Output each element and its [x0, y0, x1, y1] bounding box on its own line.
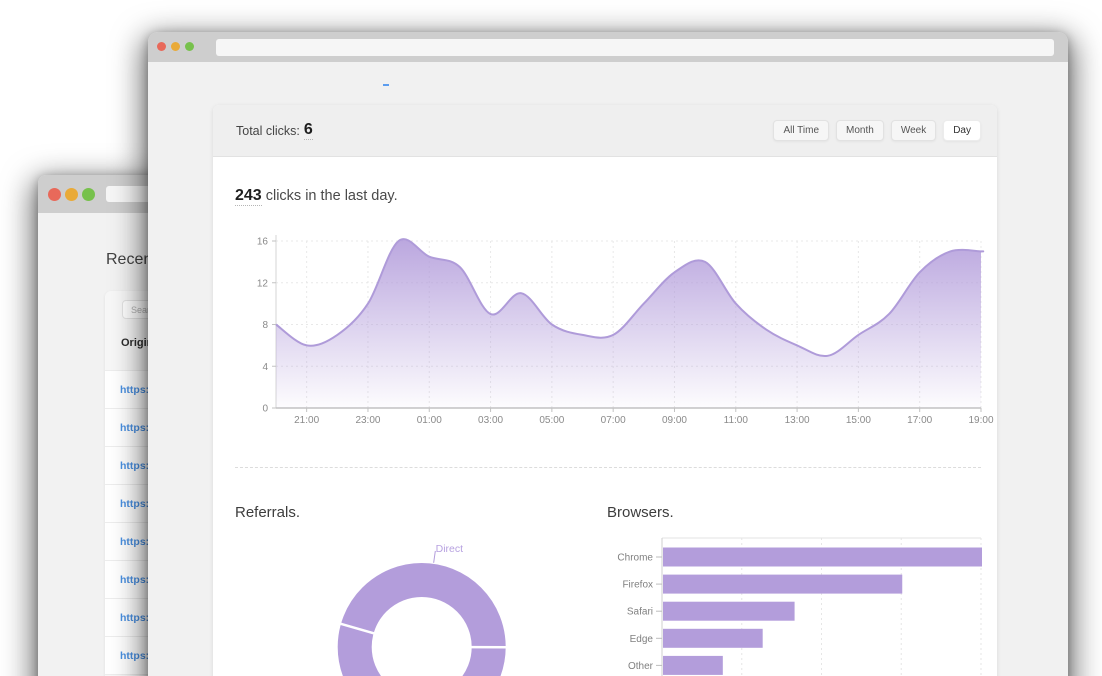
section-divider [235, 467, 981, 468]
svg-text:23:00: 23:00 [355, 415, 380, 426]
browsers-bar-chart: Chrome Firefox Safari Edge Other [617, 537, 982, 676]
svg-text:8: 8 [262, 320, 268, 331]
svg-text:15:00: 15:00 [846, 415, 871, 426]
svg-text:0: 0 [262, 404, 268, 415]
svg-text:11:00: 11:00 [724, 415, 749, 426]
stats-card: Total clicks: 6 All Time Month Week Day 243… [213, 105, 997, 676]
short-link[interactable]: https:// [120, 573, 155, 586]
referrals-donut-chart: Direct [337, 543, 508, 676]
referrals-section-title: Referrals. [235, 504, 301, 521]
short-link[interactable]: https:// [120, 649, 155, 662]
svg-text:09:00: 09:00 [662, 415, 687, 426]
address-bar[interactable] [216, 39, 1054, 56]
filter-button-month[interactable]: Month [836, 120, 884, 141]
foreground-browser-window: Total clicks: 6 All Time Month Week Day 243… [148, 32, 1068, 676]
svg-text:05:00: 05:00 [539, 415, 564, 426]
bar-label-chrome: Chrome [617, 553, 653, 564]
minimize-window-icon[interactable] [65, 188, 78, 201]
svg-text:03:00: 03:00 [478, 415, 503, 426]
svg-text:16: 16 [257, 237, 269, 248]
bar-other [663, 655, 723, 675]
short-link[interactable]: https:// [120, 535, 155, 548]
svg-text:17:00: 17:00 [907, 415, 932, 426]
bar-label-edge: Edge [630, 634, 654, 645]
foreground-titlebar [148, 32, 1068, 62]
short-link[interactable]: https:// [120, 383, 155, 396]
svg-text:4: 4 [262, 362, 268, 373]
bar-chrome [663, 547, 982, 567]
donut-label-direct: Direct [436, 543, 464, 555]
svg-text:01:00: 01:00 [417, 415, 442, 426]
svg-text:12: 12 [257, 278, 269, 289]
svg-text:07:00: 07:00 [601, 415, 626, 426]
bar-label-firefox: Firefox [622, 580, 653, 591]
short-link[interactable]: https:// [120, 421, 155, 434]
stats-card-header: Total clicks: 6 All Time Month Week Day [213, 105, 997, 157]
bar-safari [663, 601, 795, 621]
filter-button-week[interactable]: Week [890, 120, 937, 141]
zoom-window-icon[interactable] [185, 42, 194, 51]
close-window-icon[interactable] [157, 42, 166, 51]
filter-button-day[interactable]: Day [943, 120, 981, 141]
short-link[interactable]: https:// [120, 611, 155, 624]
zoom-window-icon[interactable] [82, 188, 95, 201]
bar-label-safari: Safari [627, 607, 653, 618]
short-link[interactable]: https:// [120, 497, 155, 510]
svg-text:13:00: 13:00 [785, 415, 810, 426]
svg-text:21:00: 21:00 [294, 415, 319, 426]
total-clicks-label: Total clicks: [236, 123, 300, 138]
clicks-area-chart: 0 4 8 12 16 21:00 23:00 01:00 03:00 05:00 07:00 09:… [257, 235, 994, 426]
bar-edge [663, 628, 763, 648]
browsers-section-title: Browsers. [607, 504, 674, 521]
filter-button-all-time[interactable]: All Time [773, 120, 830, 141]
bar-label-other: Other [628, 661, 654, 672]
bar-firefox [663, 574, 903, 594]
total-clicks-value: 6 [303, 121, 313, 140]
short-link[interactable]: https:// [120, 459, 155, 472]
clicks-headline: 243 clicks in the last day. [235, 187, 398, 206]
clicks-headline-text: clicks in the last day. [265, 188, 398, 204]
time-filter-group: All Time Month Week Day [773, 120, 981, 141]
svg-text:19:00: 19:00 [968, 415, 993, 426]
minimize-window-icon[interactable] [171, 42, 180, 51]
clicks-count: 243 [235, 187, 262, 206]
close-window-icon[interactable] [48, 188, 61, 201]
loading-indicator-dash [383, 84, 389, 86]
